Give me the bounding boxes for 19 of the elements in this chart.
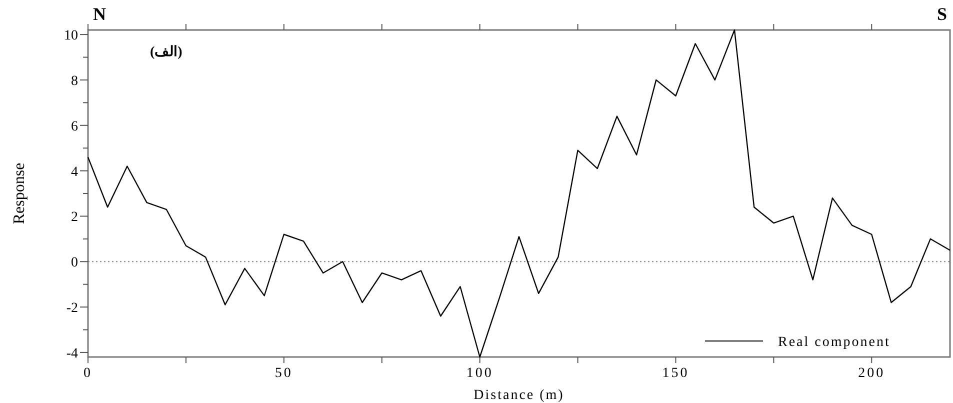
text: N [93, 4, 106, 24]
text: S [936, 4, 947, 24]
y-axis-title: Response [11, 162, 28, 224]
x-tick-label: 200 [858, 366, 886, 381]
y-tick-label: 6 [71, 119, 78, 134]
y-tick-label: 8 [71, 74, 78, 89]
y-tick-label: -2 [66, 301, 78, 316]
legend-label: Real component [778, 335, 890, 350]
x-tick-label: 50 [274, 366, 293, 381]
x-tick-label: 150 [662, 366, 690, 381]
y-tick-label: -4 [66, 346, 78, 362]
x-tick-label: 0 [84, 366, 92, 381]
annotation: (الف) [150, 45, 183, 60]
y-tick-label: 2 [71, 210, 78, 226]
y-tick-label: 0 [71, 256, 78, 271]
y-tick-label: 10 [64, 28, 78, 44]
y-tick-label: 4 [71, 164, 78, 180]
x-tick-label: 100 [466, 366, 494, 381]
x-axis-title: Distance (m) [474, 388, 564, 403]
